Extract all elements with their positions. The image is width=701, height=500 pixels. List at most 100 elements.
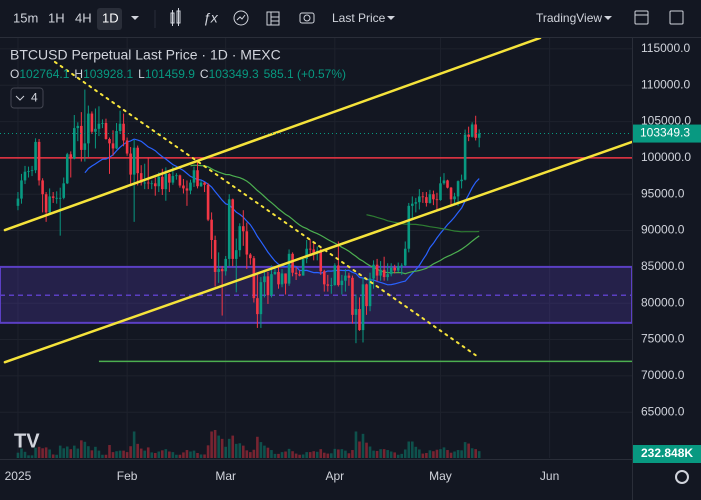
indicators-icon[interactable]: ƒx: [203, 10, 219, 26]
volume-bar: [333, 448, 337, 458]
candle-body: [263, 276, 266, 283]
candle-body: [238, 226, 242, 251]
price-type-dropdown[interactable]: [387, 16, 395, 20]
volume-bar: [439, 449, 442, 458]
volume-bar: [217, 435, 220, 458]
candle-body: [30, 170, 34, 172]
volume-bar: [27, 455, 30, 458]
interval-button[interactable]: 4H: [75, 10, 92, 25]
candle-body: [189, 182, 192, 191]
candle-body: [389, 267, 393, 275]
candle-body: [146, 182, 150, 184]
candle-body: [51, 196, 55, 198]
candle-body: [410, 203, 414, 206]
volume-bar: [161, 450, 164, 458]
candle-body: [210, 219, 213, 241]
candle-body: [347, 275, 351, 278]
layout-icon[interactable]: [266, 11, 280, 26]
candle-body: [280, 273, 284, 285]
candle-body: [425, 197, 428, 203]
volume-bar: [132, 431, 136, 458]
candle-body: [108, 139, 111, 144]
volume-bar: [305, 452, 308, 458]
settings-icon[interactable]: [669, 10, 684, 25]
candle-body: [256, 298, 259, 315]
interval-dropdown[interactable]: [131, 16, 139, 20]
volume-bar: [470, 448, 474, 458]
volume-bar: [372, 450, 375, 458]
volume-bar: [435, 449, 439, 458]
candle-body: [277, 271, 280, 285]
candle-body: [456, 181, 460, 197]
candle-body: [217, 269, 220, 272]
indicators-toggle[interactable]: [10, 87, 44, 109]
candle-body: [87, 113, 90, 144]
candle-body: [386, 274, 389, 278]
tv-logo[interactable]: TV: [14, 430, 40, 452]
volume-bar: [143, 450, 147, 458]
volume-bar: [351, 450, 354, 458]
snapshot-icon[interactable]: [299, 12, 315, 24]
volume-bar: [220, 438, 224, 458]
volume-bar: [157, 451, 161, 458]
candle-body: [168, 173, 171, 183]
legend-low: 101459.9: [145, 67, 195, 81]
volume-bar: [178, 454, 182, 458]
candle-body: [414, 202, 418, 204]
volume-bar: [16, 452, 20, 458]
price-type-select[interactable]: Last Price: [332, 11, 386, 25]
volume-bar: [206, 445, 210, 458]
candle-body: [153, 183, 157, 187]
volume-bar: [432, 451, 435, 458]
candle-body: [365, 284, 368, 307]
volume-bar: [224, 446, 227, 458]
candle-body: [333, 265, 337, 286]
volume-bar: [48, 449, 51, 458]
volume-bar: [446, 450, 449, 458]
legend-close: 103349.3: [209, 67, 259, 81]
candle-body: [118, 123, 122, 132]
volume-bar: [58, 445, 62, 458]
volume-bar: [344, 450, 347, 458]
symbol-title: BTCUSD Perpetual Last Price · 1D · MEXC: [10, 47, 281, 63]
candle-body: [227, 199, 231, 259]
volume-bar: [41, 448, 44, 458]
candle-body: [284, 273, 287, 284]
candle-body: [65, 154, 69, 184]
candle-body: [330, 285, 333, 286]
y-tick-label: 75000.0: [641, 332, 685, 346]
volume-bar: [210, 431, 213, 458]
legend-label: C: [200, 67, 209, 81]
alert-icon[interactable]: [233, 10, 249, 26]
candle-body: [234, 250, 238, 259]
volume-bar: [83, 441, 87, 458]
candle-body: [157, 176, 161, 187]
volume-bar: [90, 450, 94, 458]
axis-settings-icon[interactable]: [675, 470, 689, 484]
volume-bar: [249, 452, 252, 458]
volume-bar: [368, 446, 372, 458]
volume-bar: [453, 451, 456, 458]
volume-bar: [477, 451, 481, 458]
volume-bar: [115, 451, 118, 458]
candle-body: [136, 147, 139, 174]
candle-body: [305, 248, 308, 259]
interval-button[interactable]: 1H: [48, 10, 65, 25]
volume-bar: [104, 454, 108, 458]
interval-button[interactable]: 1D: [102, 10, 119, 25]
candle-body: [76, 125, 80, 129]
candle-body: [132, 147, 136, 175]
interval-button[interactable]: 15m: [13, 10, 38, 25]
layout-name[interactable]: TradingView: [536, 11, 602, 25]
layout-dropdown[interactable]: [604, 16, 612, 20]
volume-bar: [118, 450, 122, 458]
fullscreen-icon[interactable]: [634, 10, 649, 25]
chart-type-icon[interactable]: [170, 8, 181, 26]
candle-body: [20, 180, 23, 199]
candle-body: [252, 258, 256, 299]
volume-bar: [322, 452, 326, 458]
candle-body: [460, 179, 463, 182]
volume-bar: [467, 443, 470, 458]
legend-label: H: [74, 67, 83, 81]
candle-body: [220, 269, 224, 272]
